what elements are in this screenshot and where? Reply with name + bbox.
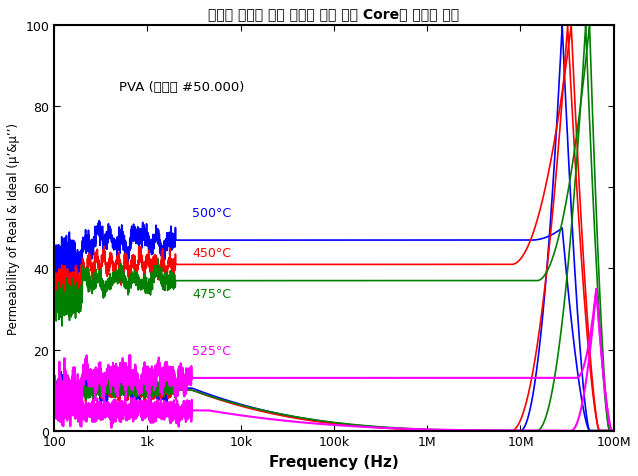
Text: PVA (분자량 #50.000): PVA (분자량 #50.000) — [119, 81, 245, 94]
X-axis label: Frequency (Hz): Frequency (Hz) — [269, 454, 399, 469]
Text: 525°C: 525°C — [192, 344, 231, 357]
Title: 열처리 온도에 따른 비정질 코팅 분말 Core의 투자율 곡선: 열처리 온도에 따른 비정질 코팅 분말 Core의 투자율 곡선 — [209, 7, 459, 21]
Text: 475°C: 475°C — [192, 288, 231, 300]
Y-axis label: Permeability of Real & Ideal (μ’&μ’’): Permeability of Real & Ideal (μ’&μ’’) — [7, 123, 20, 334]
Text: 450°C: 450°C — [192, 247, 231, 260]
Text: 500°C: 500°C — [192, 207, 231, 219]
